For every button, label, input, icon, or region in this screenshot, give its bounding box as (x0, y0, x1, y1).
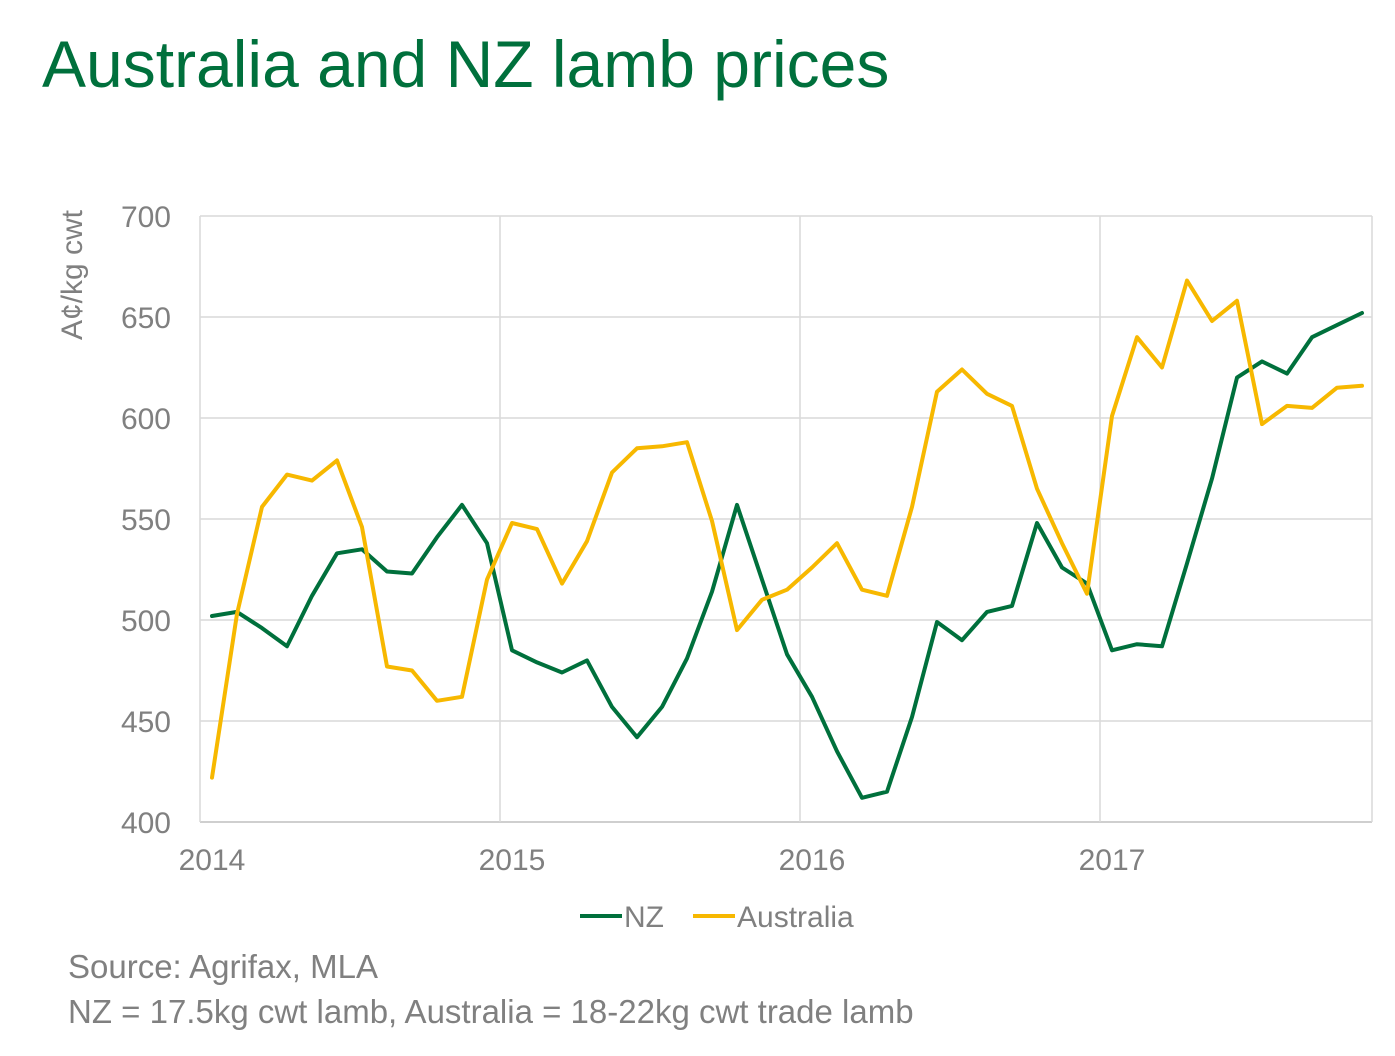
y-tick-label-550: 550 (121, 504, 171, 537)
x-tick-label-2014: 2014 (179, 844, 246, 877)
y-tick-label-650: 650 (121, 302, 171, 335)
legend-label-australia: Australia (737, 901, 854, 934)
y-tick-label-600: 600 (121, 403, 171, 436)
y-tick-label-400: 400 (121, 807, 171, 840)
y-axis-label: A¢/kg cwt (56, 209, 89, 340)
definition-note: NZ = 17.5kg cwt lamb, Australia = 18-22k… (68, 993, 914, 1030)
series-line-nz (210, 311, 1364, 800)
y-tick-label-500: 500 (121, 605, 171, 638)
legend-label-nz: NZ (624, 901, 664, 934)
line-chart: 400 450 500 550 600 650 700 2014 2015 2016 2017 A¢/… (56, 201, 1373, 934)
x-tick-label-2015: 2015 (479, 844, 546, 877)
x-tick-label-2017: 2017 (1079, 844, 1146, 877)
source-note: Source: Agrifax, MLA (68, 948, 378, 985)
y-tick-label-700: 700 (121, 201, 171, 234)
x-tick-label-2016: 2016 (779, 844, 846, 877)
chart-title: Australia and NZ lamb prices (42, 27, 890, 101)
y-tick-label-450: 450 (121, 706, 171, 739)
series-line-australia (210, 278, 1364, 780)
